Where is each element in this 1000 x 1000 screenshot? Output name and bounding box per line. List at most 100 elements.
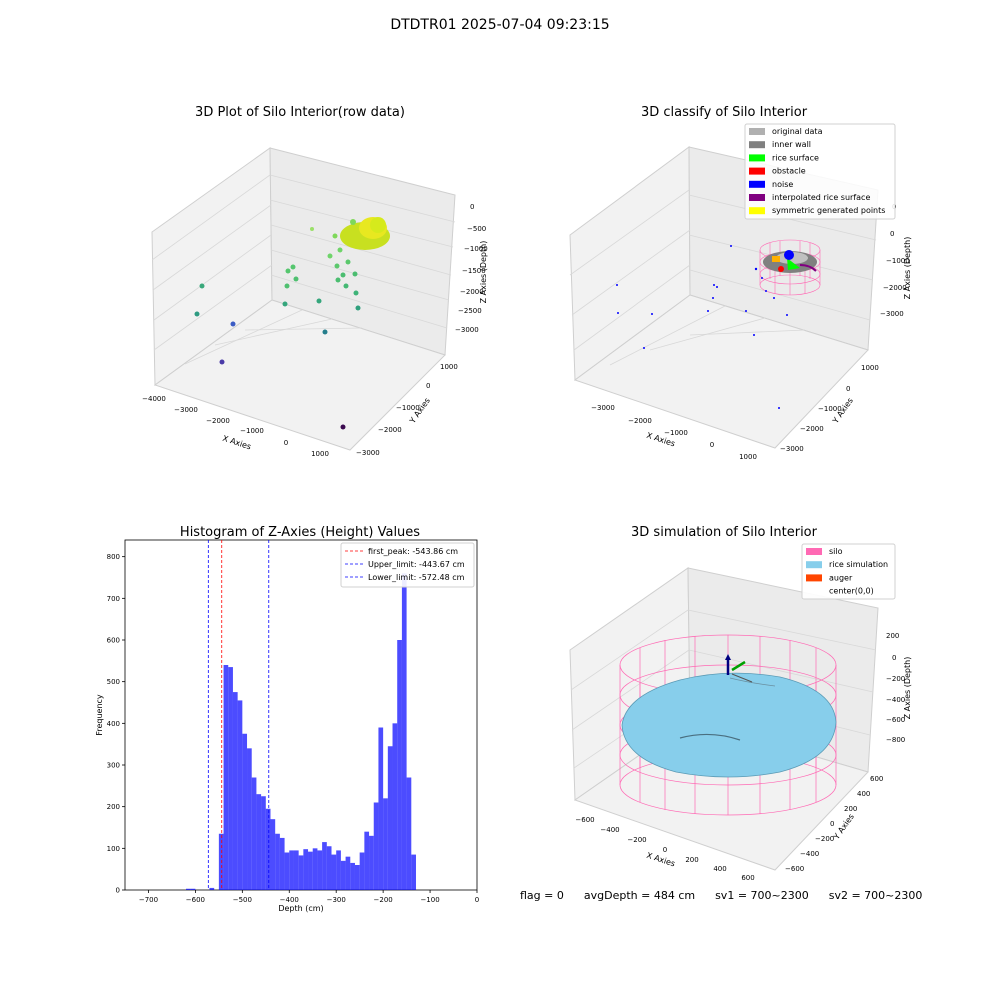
- classify-legend-swatch: [749, 180, 765, 188]
- svg-text:1000: 1000: [739, 453, 757, 461]
- svg-text:−2500: −2500: [458, 307, 482, 315]
- simulation-legend-label: silo: [829, 547, 843, 556]
- histogram-x-tick-label: −700: [139, 896, 158, 904]
- svg-text:−200: −200: [627, 836, 646, 844]
- classify-obstacle: [778, 266, 784, 272]
- svg-text:−3000: −3000: [174, 406, 198, 414]
- svg-text:−1500: −1500: [462, 267, 486, 275]
- svg-text:−1000: −1000: [396, 404, 420, 412]
- svg-text:−1000: −1000: [818, 405, 842, 413]
- svg-text:−600: −600: [575, 816, 594, 824]
- classify-legend-label: noise: [772, 180, 793, 189]
- svg-text:−1000: −1000: [240, 427, 264, 435]
- raw-z-label: Z Axies (Depth): [479, 241, 488, 304]
- histogram-bar: [411, 854, 416, 890]
- histogram-y-ticks: 0 100 200 300 400 500 600 700 800: [107, 553, 125, 895]
- svg-text:0: 0: [846, 385, 850, 393]
- svg-text:−2000: −2000: [378, 426, 402, 434]
- histogram-bar: [322, 842, 327, 890]
- histogram-x-tick-label: −300: [327, 896, 346, 904]
- histogram-bar: [223, 665, 229, 890]
- histogram-bar: [373, 802, 379, 890]
- simulation-legend: silo rice simulation auger center(0,0): [801, 543, 896, 600]
- histogram-bar: [326, 846, 332, 890]
- histogram-bar: [261, 796, 266, 890]
- classify-legend-swatch: [749, 141, 765, 149]
- svg-text:−2000: −2000: [628, 417, 652, 425]
- histogram-bar: [303, 849, 309, 890]
- svg-text:1000: 1000: [311, 450, 329, 458]
- histogram-bar: [387, 746, 393, 890]
- status-footer: flag = 0 avgDepth = 484 cm sv1 = 700~2300 s…: [520, 889, 922, 902]
- histogram-y-tick-label: 600: [107, 637, 120, 645]
- sv1-range: sv1 = 700~2300: [715, 889, 809, 902]
- histogram-x-tick-label: −600: [186, 896, 205, 904]
- histogram-bar: [232, 692, 238, 890]
- simulation-auger: [731, 660, 746, 672]
- simulation-legend-swatch: [806, 548, 822, 555]
- histogram-x-tick-label: −200: [374, 896, 393, 904]
- svg-text:600: 600: [870, 775, 883, 783]
- classify-plot-title: 3D classify of Silo Interior: [641, 105, 808, 120]
- svg-text:−800: −800: [886, 736, 905, 744]
- histogram-bar: [228, 667, 233, 890]
- classify-legend-label: obstacle: [772, 167, 806, 176]
- histogram-x-label: Depth (cm): [278, 904, 323, 913]
- simulation-legend-swatch: [806, 561, 822, 569]
- svg-text:0: 0: [426, 382, 430, 390]
- raw-x-ticks: −4000 −3000 −2000 −1000 0 1000: [142, 395, 329, 458]
- figure-title: DTDTR01 2025-07-04 09:23:15: [390, 17, 610, 33]
- histogram-bar: [317, 850, 323, 890]
- svg-text:1000: 1000: [861, 364, 879, 372]
- histogram-bar: [340, 860, 346, 890]
- histogram-reference-lines: [207, 540, 270, 890]
- svg-text:−400: −400: [800, 850, 819, 858]
- simulation-plot-title: 3D simulation of Silo Interior: [631, 525, 818, 540]
- svg-text:0: 0: [710, 441, 714, 449]
- histogram-bar: [359, 852, 365, 890]
- svg-text:400: 400: [713, 865, 726, 873]
- svg-text:−4000: −4000: [142, 395, 166, 403]
- histogram-bar: [312, 848, 318, 890]
- simulation-3d-plot: 3D simulation of Silo Interior −600 −400…: [569, 525, 912, 882]
- classify-legend-label: inner wall: [772, 140, 811, 149]
- simulation-y-label: Y Axies: [831, 812, 856, 842]
- classify-symmetric-points: [772, 256, 780, 262]
- raw-scatter-points: [194, 217, 390, 430]
- svg-text:−400: −400: [600, 826, 619, 834]
- svg-text:0: 0: [830, 820, 834, 828]
- histogram-bar: [289, 850, 294, 890]
- histogram-chart: Histogram of Z-Axies (Height) Values −70…: [95, 525, 479, 913]
- svg-text:0: 0: [470, 203, 474, 211]
- raw-plot-title: 3D Plot of Silo Interior(row data): [195, 105, 405, 120]
- histogram-bar: [378, 727, 384, 890]
- histogram-bar: [256, 794, 262, 890]
- histogram-bar: [209, 887, 215, 890]
- svg-text:−1000: −1000: [464, 245, 488, 253]
- classify-legend-swatch: [749, 154, 765, 162]
- histogram-plot-area: [124, 539, 478, 891]
- classify-noise-core: [784, 250, 794, 260]
- histogram-bar: [270, 819, 276, 890]
- histogram-y-tick-label: 400: [107, 720, 120, 728]
- svg-text:−3000: −3000: [356, 449, 380, 457]
- histogram-y-tick-label: 500: [107, 678, 120, 686]
- svg-text:200: 200: [886, 632, 899, 640]
- histogram-x-tick-label: −500: [233, 896, 252, 904]
- svg-text:−400: −400: [886, 696, 905, 704]
- classify-legend: original data inner wall rice surface obsta…: [744, 123, 896, 220]
- histogram-bar: [247, 748, 252, 890]
- histogram-x-tick-label: −100: [420, 896, 439, 904]
- simulation-legend-swatch: [806, 574, 822, 582]
- histogram-bar: [298, 855, 304, 890]
- histogram-bar: [406, 777, 412, 890]
- histogram-y-tick-label: 200: [107, 803, 120, 811]
- svg-text:−1000: −1000: [664, 429, 688, 437]
- svg-text:−200: −200: [886, 675, 905, 683]
- classify-legend-swatch: [749, 194, 765, 201]
- histogram-bar: [284, 852, 290, 890]
- svg-text:−1000: −1000: [886, 257, 910, 265]
- svg-text:−3000: −3000: [591, 404, 615, 412]
- svg-text:200: 200: [685, 856, 698, 864]
- histogram-bar: [237, 700, 243, 890]
